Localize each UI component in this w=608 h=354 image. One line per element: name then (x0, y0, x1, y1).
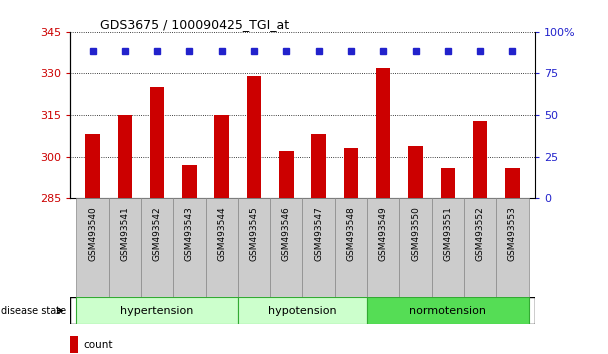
Text: GSM493546: GSM493546 (282, 206, 291, 261)
Bar (335, 198, 367, 297)
Text: hypertension: hypertension (120, 306, 194, 316)
Bar (70, 336, 78, 353)
Bar (173, 198, 206, 297)
Bar (117, 115, 132, 198)
Bar (432, 198, 464, 297)
Text: GSM493540: GSM493540 (88, 206, 97, 261)
Bar (215, 115, 229, 198)
Text: GSM493542: GSM493542 (153, 206, 162, 261)
Bar (206, 198, 238, 297)
Text: GSM493550: GSM493550 (411, 206, 420, 261)
Bar (464, 198, 496, 297)
Bar (247, 76, 261, 198)
Text: GSM493549: GSM493549 (379, 206, 388, 261)
Bar (279, 151, 294, 198)
Bar (303, 198, 335, 297)
Bar (109, 198, 141, 297)
Text: hypotension: hypotension (268, 306, 337, 316)
Bar (505, 168, 520, 198)
Bar (238, 198, 270, 297)
Bar (344, 148, 358, 198)
Bar (270, 198, 302, 297)
Bar (367, 198, 399, 297)
Text: GSM493541: GSM493541 (120, 206, 130, 261)
Bar (141, 198, 173, 297)
Text: normotension: normotension (409, 306, 486, 316)
Bar (85, 135, 100, 198)
Bar (77, 198, 109, 297)
Bar (408, 145, 423, 198)
Bar (77, 297, 238, 324)
Bar (150, 87, 164, 198)
Text: disease state: disease state (1, 306, 66, 316)
Text: GSM493545: GSM493545 (249, 206, 258, 261)
Bar (238, 297, 367, 324)
Bar (441, 168, 455, 198)
Text: GSM493543: GSM493543 (185, 206, 194, 261)
Bar (496, 198, 528, 297)
Text: GSM493553: GSM493553 (508, 206, 517, 261)
Bar (399, 198, 432, 297)
Bar (376, 68, 390, 198)
Text: GSM493552: GSM493552 (475, 206, 485, 261)
Text: GSM493547: GSM493547 (314, 206, 323, 261)
Text: GSM493548: GSM493548 (347, 206, 356, 261)
Bar (311, 135, 326, 198)
Text: GDS3675 / 100090425_TGI_at: GDS3675 / 100090425_TGI_at (100, 18, 289, 31)
Bar (182, 165, 197, 198)
Bar (473, 121, 488, 198)
Text: GSM493544: GSM493544 (217, 206, 226, 261)
Bar (367, 297, 528, 324)
Text: count: count (84, 340, 113, 350)
Text: GSM493551: GSM493551 (443, 206, 452, 261)
